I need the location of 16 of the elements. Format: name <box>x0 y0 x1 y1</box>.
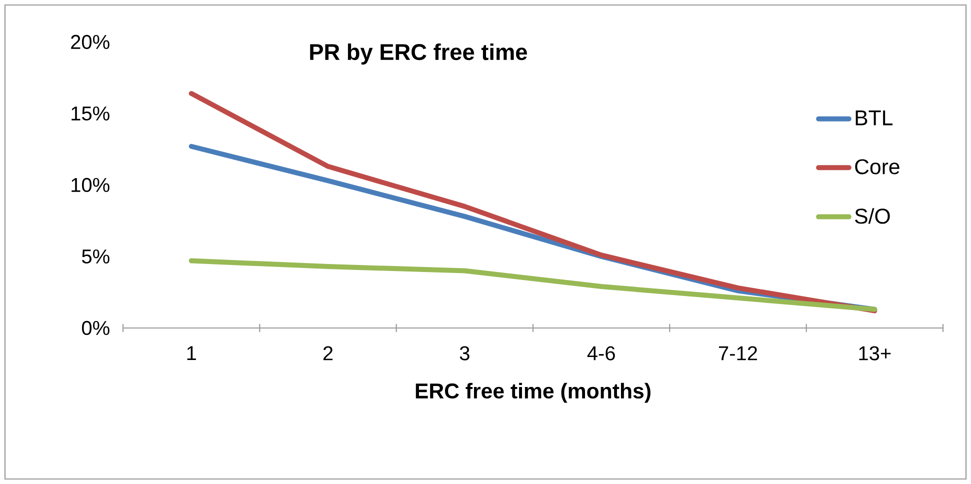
x-tick-label: 4-6 <box>587 346 615 360</box>
x-tick-label: 2 <box>323 346 333 360</box>
legend-label: Core <box>855 159 900 174</box>
y-tick-label: 10% <box>72 178 110 192</box>
y-tick-label: 5% <box>82 249 110 264</box>
x-tick-label: 3 <box>460 346 470 360</box>
chart-title: PR by ERC free time <box>310 43 527 65</box>
x-tick-label: 1 <box>187 346 196 360</box>
x-tick-label: 13+ <box>859 346 891 360</box>
y-tick-label: 15% <box>72 106 110 121</box>
legend-label: S/O <box>855 208 890 224</box>
x-axis-title: ERC free time (months) <box>416 382 650 403</box>
y-tick-label: 20% <box>71 34 110 50</box>
x-tick-label: 7-12 <box>719 346 758 360</box>
y-tick-label: 0% <box>82 320 110 336</box>
legend-label: BTL <box>856 110 892 126</box>
